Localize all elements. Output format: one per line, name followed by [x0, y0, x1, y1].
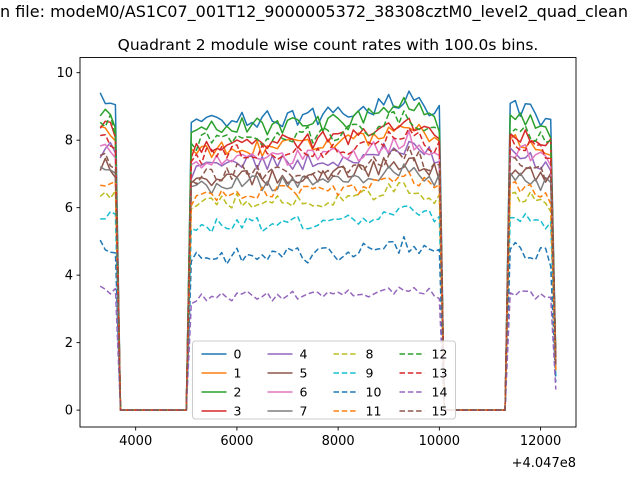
y-tick-label: 10: [56, 66, 73, 81]
y-tick-label: 0: [65, 404, 73, 419]
axes-spines: [79, 57, 577, 428]
y-tick-label: 2: [65, 336, 73, 351]
legend-label-15: 15: [432, 404, 448, 419]
legend-label-8: 8: [366, 347, 374, 362]
y-tick-label: 4: [65, 269, 73, 284]
legend-label-6: 6: [300, 385, 308, 400]
x-tick-label: 6000: [220, 434, 253, 449]
legend-box: [192, 340, 456, 420]
plot-layer: 4000 6000 8000 10000 12000024681001234567891…: [56, 57, 577, 449]
x-tick-label: 4000: [119, 434, 152, 449]
chart-title: Quadrant 2 module wise count rates with …: [118, 36, 539, 54]
legend-label-12: 12: [432, 347, 448, 362]
legend-label-1: 1: [234, 366, 242, 381]
x-tick-label: 8000: [322, 434, 355, 449]
series-line-15: [99, 145, 557, 411]
x-tick-label: 10000: [419, 434, 460, 449]
legend-label-13: 13: [432, 366, 448, 381]
legend-label-3: 3: [234, 404, 242, 419]
legend-label-2: 2: [234, 385, 242, 400]
legend-label-9: 9: [366, 366, 374, 381]
legend-label-5: 5: [300, 366, 308, 381]
legend-label-0: 0: [234, 347, 242, 362]
legend-label-14: 14: [432, 385, 448, 400]
legend-label-10: 10: [366, 385, 382, 400]
y-tick-label: 6: [65, 201, 73, 216]
x-offset-label: +4.047e8: [512, 456, 576, 471]
window-filename-text: n file: modeM0/AS1C07_001T12_9000005372_…: [0, 2, 628, 22]
legend-label-11: 11: [366, 404, 382, 419]
legend-label-4: 4: [300, 347, 308, 362]
y-tick-label: 8: [65, 134, 73, 149]
x-tick-label: 12000: [520, 434, 561, 449]
legend-label-7: 7: [300, 404, 308, 419]
